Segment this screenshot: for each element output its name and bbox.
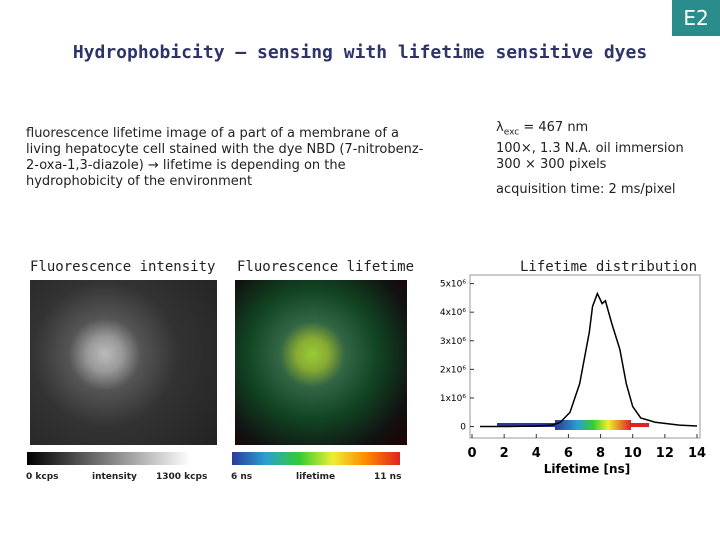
plot-frame [469, 274, 701, 439]
y-tick-label: 3x10⁶ [440, 337, 467, 347]
range-bar [631, 423, 649, 427]
range-bar [555, 420, 631, 430]
y-tick-label: 5x10⁶ [440, 280, 467, 290]
title: Hydrophobicity – sensing with lifetime s… [72, 42, 648, 63]
y-tick-label: 2x10⁶ [440, 365, 467, 375]
acquisition: acquisition time: 2 ms/pixel [496, 181, 676, 197]
symbol: λ [496, 120, 504, 135]
lifetime-image [235, 280, 407, 445]
description: fluorescence lifetime image of a part of… [26, 126, 424, 189]
scale-label: lifetime [296, 472, 336, 482]
excitation: λexc = 467 nm [496, 120, 716, 141]
intensity-colorbar [27, 452, 190, 465]
excitation-text: = 467 nm [523, 120, 589, 135]
scale-label: intensity [92, 472, 137, 482]
panel-title: Fluorescence lifetime [237, 259, 415, 275]
y-tick-label: 1x10⁶ [440, 394, 467, 404]
x-tick-label: 4 [532, 446, 541, 461]
chart-title: Lifetime distribution [520, 259, 698, 275]
param-line: 100×, 1.3 N.A. oil immersion [496, 140, 684, 156]
subscript: exc [503, 127, 520, 138]
scale-label: 0 kcps [26, 472, 59, 482]
line [480, 291, 698, 428]
panel-title: Fluorescence intensity [30, 259, 216, 275]
x-tick-label: 0 [467, 446, 476, 461]
x-tick-label: 14 [688, 446, 706, 461]
intensity-image [30, 280, 217, 445]
x-axis-label: Lifetime [ns] [544, 462, 630, 476]
scale-label: 11 ns [374, 472, 402, 482]
scale-label: 6 ns [231, 472, 253, 482]
x-tick-label: 10 [624, 446, 642, 461]
x-tick-label: 8 [596, 446, 605, 461]
badge: E2 [672, 0, 720, 36]
parameters: λexc = 467 nm 100×, 1.3 N.A. oil immersi… [496, 120, 716, 198]
range-bar [497, 423, 555, 427]
y-tick-label: 0 [460, 423, 466, 433]
x-tick-label: 6 [564, 446, 573, 461]
x-tick-label: 2 [500, 446, 509, 461]
y-tick-label: 4x10⁶ [440, 308, 467, 318]
x-tick-label: 12 [656, 446, 674, 461]
param-line: 300 × 300 pixels [496, 156, 607, 172]
lifetime-colorbar [232, 452, 400, 465]
scale-label: 1300 kcps [156, 472, 208, 482]
